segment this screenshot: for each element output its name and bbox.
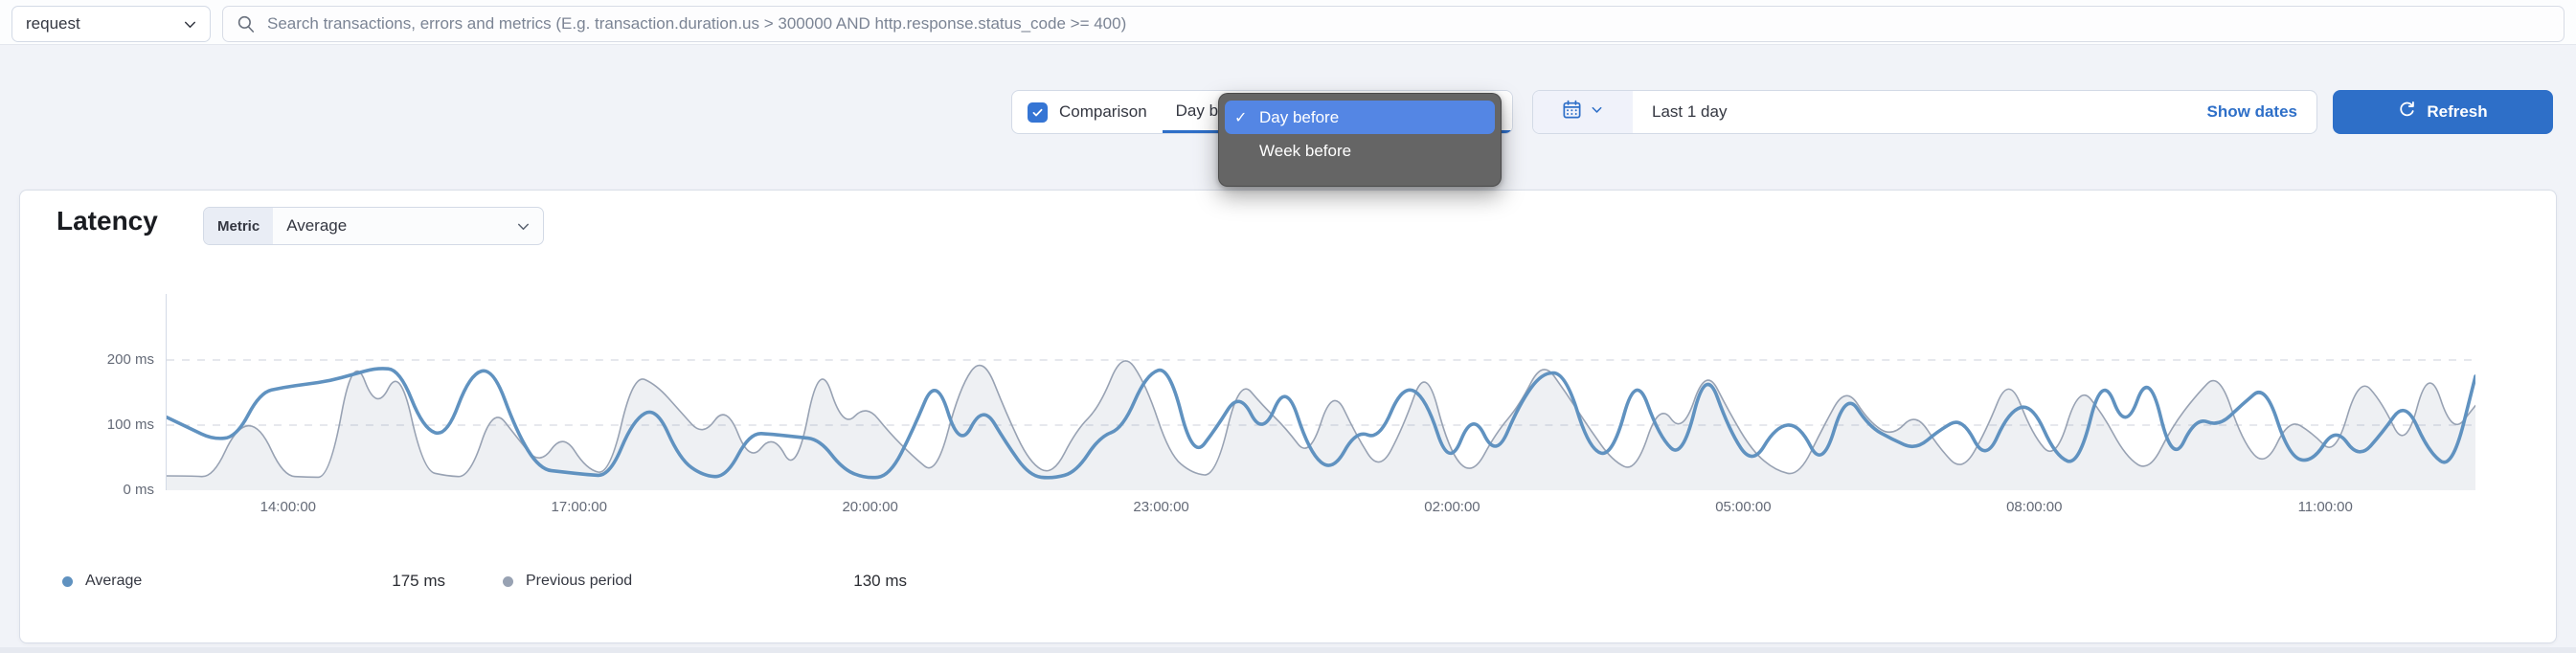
x-axis-tick: 23:00:00	[1133, 499, 1189, 515]
refresh-label: Refresh	[2427, 102, 2488, 121]
latency-chart[interactable]	[166, 294, 2475, 490]
metric-select-value: Average	[286, 216, 348, 235]
comparison-label: Comparison	[1059, 102, 1147, 121]
dropdown-option-week-before[interactable]: Week before	[1225, 134, 1495, 168]
legend-label: Average	[85, 573, 143, 589]
chevron-down-icon	[182, 16, 198, 33]
date-range-picker: Last 1 day Show dates	[1532, 90, 2317, 134]
legend-value: 130 ms	[853, 572, 907, 590]
next-panel-edge	[0, 647, 2576, 653]
y-axis-tick-0: 0 ms	[123, 482, 154, 498]
y-axis-tick-200: 200 ms	[106, 351, 154, 368]
search-box[interactable]	[222, 6, 2565, 42]
quick-select-button[interactable]	[1533, 91, 1633, 133]
x-axis-tick: 14:00:00	[260, 499, 317, 515]
transaction-type-select[interactable]: request	[11, 6, 211, 42]
legend-dot-previous-period	[503, 575, 513, 587]
x-axis-tick: 02:00:00	[1424, 499, 1480, 515]
dropdown-option-label: Day before	[1259, 107, 1340, 126]
legend-dot-average	[62, 575, 73, 587]
legend-label: Previous period	[526, 573, 633, 589]
time-range-value[interactable]: Last 1 day	[1652, 102, 1728, 121]
calendar-icon	[1562, 100, 1582, 124]
legend-value: 175 ms	[392, 572, 445, 590]
transaction-type-value: request	[26, 14, 80, 33]
dropdown-option-day-before[interactable]: ✓ Day before	[1225, 101, 1495, 134]
latency-panel: Latency Metric Average 200 ms 100 ms 0 m…	[19, 190, 2557, 643]
comparison-checkbox[interactable]	[1028, 101, 1048, 123]
latency-chart-canvas	[167, 359, 2475, 490]
search-input[interactable]	[265, 13, 2550, 34]
legend-item-previous-period[interactable]: Previous period 130 ms	[503, 572, 907, 591]
x-axis-tick: 11:00:00	[2297, 499, 2353, 515]
x-axis-tick: 05:00:00	[1715, 499, 1772, 515]
refresh-button[interactable]: Refresh	[2333, 90, 2553, 134]
chevron-down-icon	[515, 208, 543, 244]
metric-prefix-label: Metric	[204, 208, 274, 244]
metric-select[interactable]: Metric Average	[203, 207, 544, 245]
x-axis-tick: 20:00:00	[842, 499, 898, 515]
comparison-dropdown-popup: ✓ Day before Week before	[1218, 93, 1502, 187]
x-axis-labels: 14:00:00 17:00:00 20:00:00 23:00:00 02:00:00…	[166, 499, 2475, 518]
x-axis-tick: 17:00:00	[551, 499, 607, 515]
refresh-icon	[2398, 101, 2416, 124]
show-dates-link[interactable]: Show dates	[2206, 102, 2297, 121]
panel-title: Latency	[56, 206, 158, 236]
legend-item-average[interactable]: Average 175 ms	[62, 572, 445, 591]
y-axis-tick-100: 100 ms	[106, 417, 154, 433]
chevron-down-icon	[1590, 102, 1604, 122]
chart-legend: Average 175 ms Previous period 130 ms	[62, 572, 907, 591]
checkmark-icon: ✓	[1234, 109, 1248, 126]
search-icon	[237, 14, 256, 34]
comparison-checkbox-group[interactable]: Comparison	[1012, 91, 1163, 133]
x-axis-tick: 08:00:00	[2006, 499, 2063, 515]
dropdown-option-label: Week before	[1259, 141, 1352, 160]
